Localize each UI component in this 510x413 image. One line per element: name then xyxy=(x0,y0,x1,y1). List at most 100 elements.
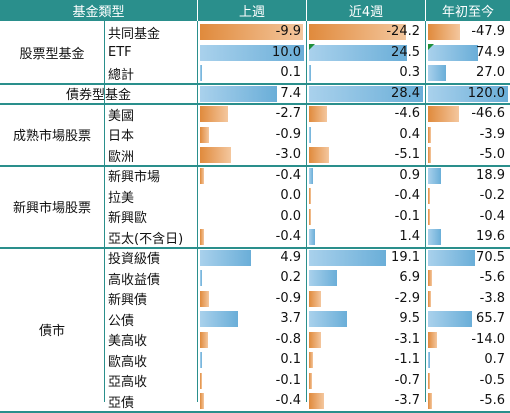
cell-value: 28.4 xyxy=(391,85,420,101)
value-cell: 3.7 xyxy=(199,309,305,329)
row-label: 美高收 xyxy=(108,334,148,349)
cell-value: -5.0 xyxy=(479,147,505,162)
value-cell: -9.9 xyxy=(199,22,305,42)
value-cell: -0.7 xyxy=(308,371,424,391)
cell-value: 9.5 xyxy=(399,311,420,326)
negative-bar xyxy=(428,270,432,286)
cell-value: 1.4 xyxy=(399,229,420,244)
row-label: 拉美 xyxy=(108,190,135,206)
row-label: 公債 xyxy=(108,313,135,329)
value-cell: -0.4 xyxy=(199,391,305,411)
row-label: 總計 xyxy=(108,67,135,83)
positive-bar xyxy=(200,352,202,368)
value-cell: -0.2 xyxy=(427,186,509,206)
negative-bar xyxy=(200,126,210,143)
negative-bar xyxy=(200,331,209,348)
negative-bar xyxy=(200,372,202,389)
negative-bar xyxy=(309,208,311,225)
group-label: 債市 xyxy=(38,324,65,339)
cell-value: -3.1 xyxy=(394,331,420,347)
negative-bar xyxy=(428,372,430,389)
cell-value: 24.5 xyxy=(391,44,420,60)
cell-value: -0.1 xyxy=(394,208,420,224)
value-cell: -1.1 xyxy=(308,350,424,370)
value-cell: 0.2 xyxy=(199,268,305,288)
cell-value: 120.0 xyxy=(467,85,505,101)
row-label: 新興債 xyxy=(108,293,148,308)
cell-value: 7.4 xyxy=(280,85,301,101)
positive-bar xyxy=(200,85,277,102)
column-separator xyxy=(104,21,105,402)
value-cell: -0.8 xyxy=(199,330,305,350)
value-cell: -14.0 xyxy=(427,330,509,350)
positive-bar xyxy=(309,270,337,286)
negative-bar xyxy=(428,290,431,307)
positive-bar xyxy=(309,167,313,184)
positive-bar xyxy=(309,249,386,266)
value-cell: -5.6 xyxy=(427,391,509,411)
positive-bar xyxy=(200,65,202,81)
cell-value: -0.1 xyxy=(275,372,301,388)
cell-value: -0.4 xyxy=(394,188,420,203)
value-cell: -3.7 xyxy=(308,391,424,411)
value-cell: 65.7 xyxy=(427,309,509,329)
row-label: 美國 xyxy=(108,108,135,124)
value-cell: 0.7 xyxy=(427,350,509,370)
value-cell: -0.9 xyxy=(199,125,305,145)
cell-value: 0.2 xyxy=(280,270,301,285)
cell-value: 6.9 xyxy=(399,270,420,285)
cell-value: 65.7 xyxy=(476,311,505,326)
row-label: 亞高收 xyxy=(108,375,148,390)
cell-value: 18.9 xyxy=(476,167,505,183)
positive-bar xyxy=(428,229,442,245)
value-cell: 7.4 xyxy=(199,84,305,104)
value-cell: -3.1 xyxy=(308,330,424,350)
header-four-weeks: 近4週 xyxy=(307,0,425,21)
negative-bar xyxy=(200,393,205,409)
value-cell: 28.4 xyxy=(308,84,424,104)
group-label: 股票型基金 xyxy=(19,47,85,63)
value-cell: -3.8 xyxy=(427,289,509,309)
row-label: ETF xyxy=(108,45,132,60)
row-label: 日本 xyxy=(108,129,135,144)
negative-bar xyxy=(428,126,431,143)
value-cell: -0.5 xyxy=(427,371,509,391)
value-cell: 74.9 xyxy=(427,43,509,63)
cell-value: -0.4 xyxy=(479,208,505,224)
cell-value: -4.6 xyxy=(394,106,420,121)
group-separator xyxy=(0,103,510,105)
header-fund-type: 基金類型 xyxy=(0,0,197,21)
value-cell: -0.9 xyxy=(199,289,305,309)
negative-bar xyxy=(200,290,210,307)
cell-value: 0.3 xyxy=(399,65,420,80)
cell-value: 0.1 xyxy=(280,352,301,367)
cell-value: -46.6 xyxy=(471,106,505,121)
cell-comment-flag-icon xyxy=(309,43,315,50)
negative-bar xyxy=(309,147,330,163)
value-cell: -5.1 xyxy=(308,145,424,165)
positive-bar xyxy=(309,126,311,143)
negative-bar xyxy=(428,188,430,204)
row-label: 投資級債 xyxy=(108,252,161,267)
positive-bar xyxy=(428,65,446,81)
cell-value: 19.1 xyxy=(391,249,420,265)
cell-value: -0.9 xyxy=(275,290,301,306)
row-label: 共同基金 xyxy=(108,26,161,42)
value-cell: 120.0 xyxy=(427,84,509,104)
positive-bar xyxy=(428,311,472,327)
negative-bar xyxy=(309,106,328,122)
value-cell: -0.4 xyxy=(427,207,509,227)
value-cell: -0.4 xyxy=(199,227,305,247)
negative-bar xyxy=(200,229,205,245)
group-label: 成熟市場股票 xyxy=(12,129,91,145)
column-separator xyxy=(197,21,198,402)
positive-bar xyxy=(428,249,475,266)
value-cell: 10.0 xyxy=(199,43,305,63)
row-label: 新興市場 xyxy=(108,170,161,185)
group-separator xyxy=(0,82,510,85)
cell-value: 70.5 xyxy=(476,249,505,265)
negative-bar xyxy=(200,24,303,40)
value-cell: 19.1 xyxy=(308,248,424,268)
cell-value: -0.2 xyxy=(479,188,505,203)
row-label: 歐洲 xyxy=(108,149,135,165)
